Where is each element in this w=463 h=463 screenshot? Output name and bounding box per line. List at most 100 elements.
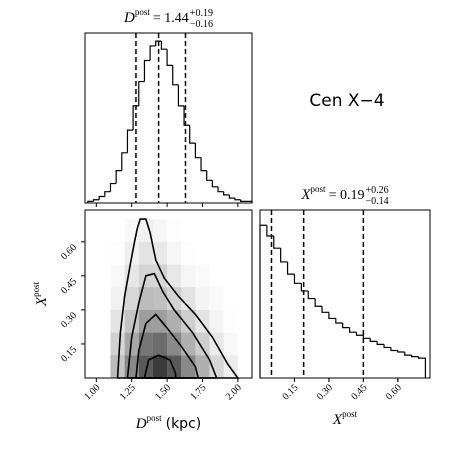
histogram-step <box>177 84 185 107</box>
histogram-step <box>293 274 302 284</box>
density-cell <box>167 264 182 288</box>
density-cell <box>110 332 125 356</box>
panel-frame <box>84 209 253 379</box>
density-cell <box>181 309 196 333</box>
histogram-step <box>342 323 350 329</box>
title-symbol: D <box>123 10 135 26</box>
density-cell <box>210 264 224 287</box>
histogram-step <box>132 105 139 131</box>
density-cell <box>224 333 238 356</box>
density-cell <box>181 242 195 265</box>
density-cell <box>138 355 153 378</box>
histogram-step <box>109 182 117 192</box>
y-axis-label: X <box>34 296 50 307</box>
title-value: = 1.44 <box>153 11 189 26</box>
contour <box>135 313 200 379</box>
histogram-step <box>234 198 241 201</box>
histogram-step <box>223 191 230 196</box>
density-cell <box>110 219 124 242</box>
histogram-step <box>390 347 398 352</box>
density-cell <box>138 241 153 265</box>
contour <box>116 218 240 379</box>
histogram-step <box>104 191 111 197</box>
density-cell <box>209 309 224 333</box>
title-symbol: X <box>300 187 311 203</box>
histogram-step <box>280 248 288 263</box>
histogram-step <box>126 129 134 153</box>
density-cell <box>210 287 224 310</box>
histogram-step <box>335 318 343 324</box>
x-axis-label: post <box>147 413 163 423</box>
histogram-step <box>200 157 207 172</box>
x-axis-label: X <box>332 412 343 428</box>
x-axis-label: post <box>342 409 358 419</box>
x-axis-label: D <box>135 416 147 432</box>
density-cell <box>167 242 181 265</box>
histogram-step <box>183 105 190 126</box>
density-cell <box>195 309 210 333</box>
histogram-step <box>348 327 357 333</box>
density-cell <box>124 287 139 310</box>
density-cell <box>209 355 224 378</box>
density-cell <box>167 219 181 242</box>
density-cell <box>152 264 168 288</box>
histogram-step <box>194 143 202 159</box>
density-cell <box>152 241 168 265</box>
density-cell <box>181 219 195 242</box>
y-axis-label: post <box>31 281 41 297</box>
histogram-step <box>286 261 295 275</box>
contour <box>126 272 218 379</box>
histogram-step <box>87 200 94 203</box>
histogram-step <box>300 283 309 292</box>
histogram-step <box>172 65 179 86</box>
histogram-step <box>411 355 419 358</box>
title-superscript: post <box>135 7 151 17</box>
density-cell <box>167 309 182 333</box>
density-cell <box>195 242 209 265</box>
density-cell <box>224 219 238 242</box>
density-cell <box>138 287 153 310</box>
density-cell <box>124 309 139 333</box>
histogram-step <box>307 290 316 300</box>
title-value: = 0.19 <box>329 188 365 203</box>
histogram-step <box>228 194 236 199</box>
density-cell <box>210 242 224 265</box>
density-cell <box>110 264 124 287</box>
density-cell <box>124 264 139 288</box>
density-cell <box>224 310 238 333</box>
density-cell <box>195 264 209 287</box>
density-cell <box>224 264 238 287</box>
histogram-step <box>383 344 391 349</box>
histogram-step <box>417 356 427 378</box>
density-cell <box>167 332 182 356</box>
histogram-step <box>328 312 336 320</box>
density-cell <box>181 264 195 287</box>
histogram-step <box>355 332 364 336</box>
histogram-step <box>369 338 378 342</box>
density-cell <box>138 309 153 333</box>
histogram-step <box>166 49 173 66</box>
density-cell <box>224 242 238 265</box>
density-cell <box>210 219 224 242</box>
panel-frame <box>84 32 253 204</box>
density-cell <box>110 287 125 310</box>
title-error: +0.19 <box>190 8 213 19</box>
density-cell <box>138 219 153 242</box>
histogram-step <box>211 180 219 188</box>
density-cell <box>195 287 210 310</box>
title-error: +0.26 <box>365 185 388 196</box>
histogram-step <box>397 350 405 353</box>
histogram-step <box>206 170 213 181</box>
histogram-step <box>404 352 412 356</box>
histogram-step <box>92 199 100 202</box>
x-axis-label: (kpc) <box>166 416 202 432</box>
histogram-step <box>98 195 105 200</box>
density-cell <box>195 219 209 242</box>
histogram-step <box>189 125 196 144</box>
density-cell <box>152 332 168 356</box>
